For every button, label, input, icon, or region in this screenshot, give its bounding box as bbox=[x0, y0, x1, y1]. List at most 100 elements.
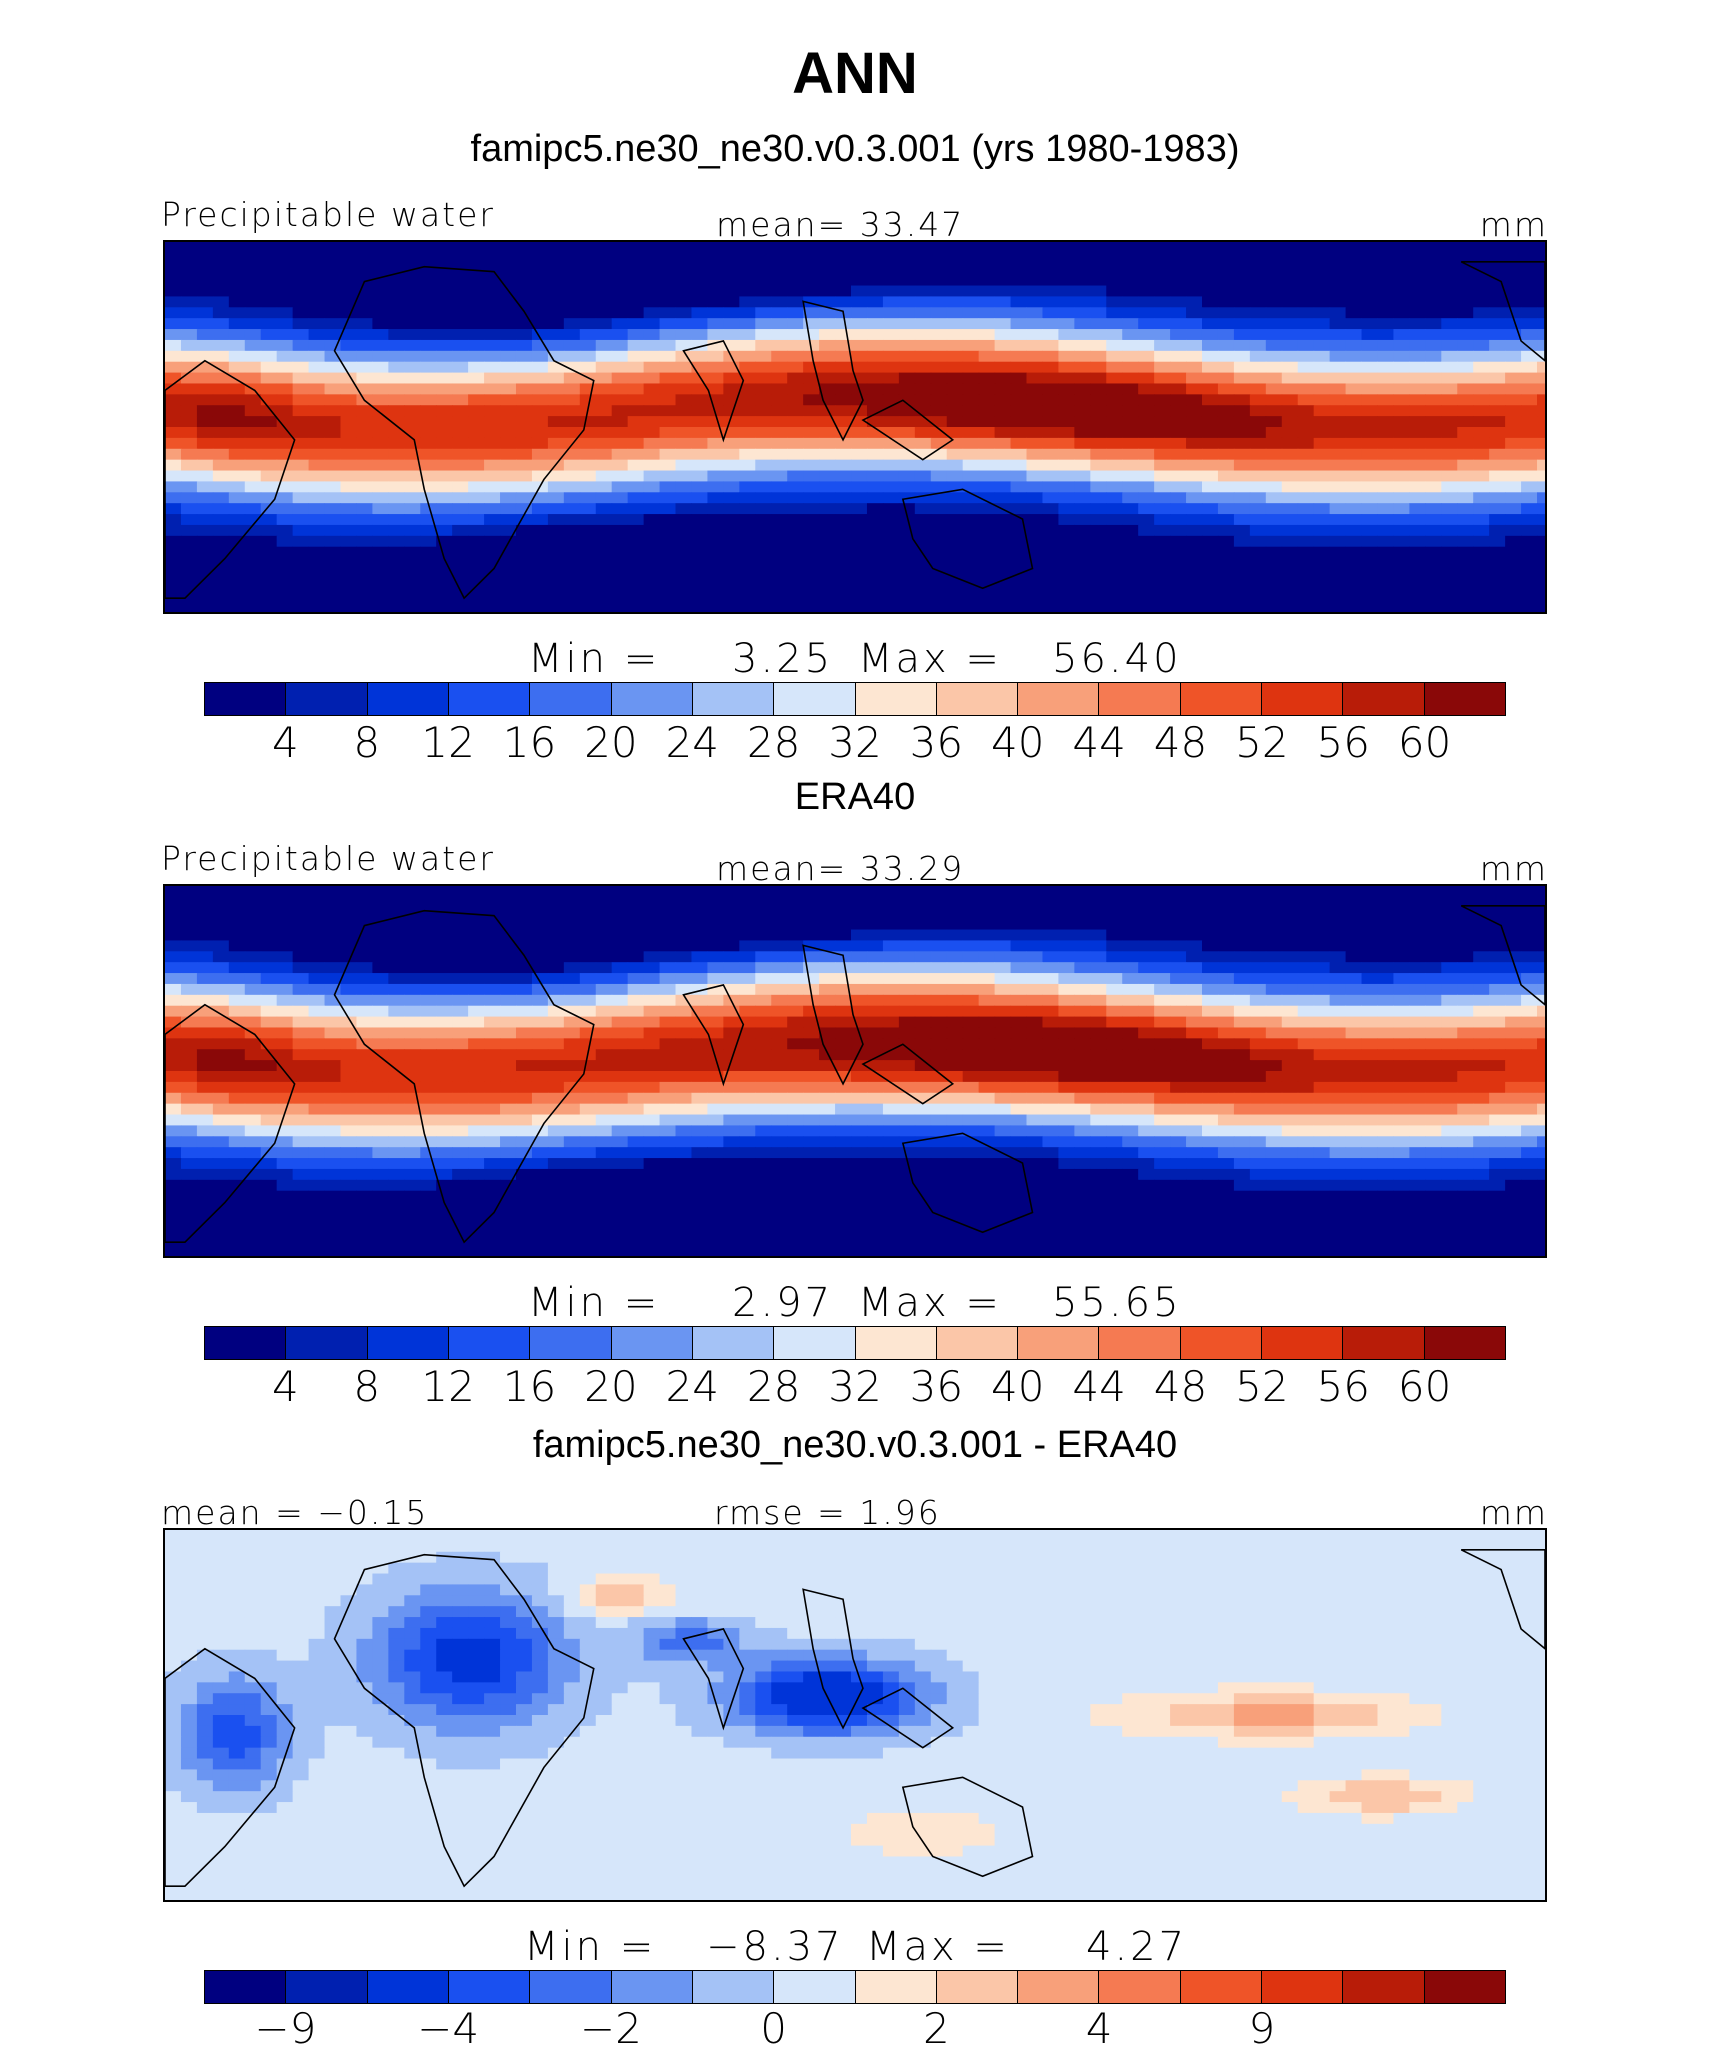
contour-cell bbox=[1521, 1125, 1537, 1136]
contour-cell bbox=[1234, 1038, 1250, 1049]
contour-cell bbox=[1218, 351, 1234, 362]
contour-cell bbox=[931, 973, 947, 984]
contour-cell bbox=[309, 1027, 325, 1038]
contour-cell bbox=[1314, 962, 1330, 973]
contour-cell bbox=[963, 514, 979, 525]
contour-cell bbox=[899, 449, 915, 460]
contour-cell bbox=[532, 449, 548, 460]
contour-cell bbox=[739, 394, 755, 405]
contour-cell bbox=[644, 930, 660, 941]
contour-cell bbox=[516, 973, 532, 984]
contour-cell bbox=[1377, 449, 1393, 460]
contour-cell bbox=[309, 536, 325, 547]
contour-cell bbox=[484, 1104, 500, 1115]
contour-cell bbox=[1106, 1038, 1122, 1049]
contour-cell bbox=[723, 897, 739, 908]
contour-cell bbox=[372, 951, 388, 962]
contour-cell bbox=[851, 525, 867, 536]
contour-cell bbox=[1393, 471, 1409, 482]
contour-cell bbox=[197, 1082, 213, 1093]
contour-cell bbox=[1409, 405, 1425, 416]
contour-cell bbox=[1282, 460, 1298, 471]
contour-cell bbox=[325, 471, 341, 482]
contour-cell bbox=[1058, 492, 1074, 503]
contour-cell bbox=[1106, 340, 1122, 351]
contour-cell bbox=[197, 897, 213, 908]
contour-cell bbox=[1473, 930, 1489, 941]
contour-cell bbox=[1011, 460, 1027, 471]
contour-cell bbox=[245, 547, 261, 558]
contour-cell bbox=[867, 503, 883, 514]
contour-cell bbox=[931, 340, 947, 351]
contour-cell bbox=[420, 579, 436, 590]
contour-cell bbox=[1186, 897, 1202, 908]
contour-cell bbox=[707, 536, 723, 547]
contour-cell bbox=[1346, 286, 1362, 297]
contour-cell bbox=[388, 1093, 404, 1104]
contour-cell bbox=[867, 481, 883, 492]
contour-cell bbox=[1122, 394, 1138, 405]
contour-cell bbox=[356, 1027, 372, 1038]
contour-cell bbox=[612, 286, 628, 297]
contour-cell bbox=[181, 242, 197, 253]
contour-cell bbox=[1473, 242, 1489, 253]
contour-cell bbox=[404, 383, 420, 394]
contour-cell bbox=[1090, 394, 1106, 405]
contour-cell bbox=[899, 242, 915, 253]
contour-cell bbox=[628, 296, 644, 307]
contour-cell bbox=[1122, 449, 1138, 460]
contour-cell bbox=[899, 1104, 915, 1115]
contour-cell bbox=[723, 449, 739, 460]
contour-cell bbox=[1027, 995, 1043, 1006]
contour-cell bbox=[787, 394, 803, 405]
contour-cell bbox=[1074, 951, 1090, 962]
contour-cell bbox=[1138, 253, 1154, 264]
contour-cell bbox=[500, 471, 516, 482]
contour-cell bbox=[1282, 1115, 1298, 1126]
contour-cell bbox=[1425, 438, 1441, 449]
contour-cell bbox=[404, 919, 420, 930]
contour-cell bbox=[1425, 383, 1441, 394]
contour-cell bbox=[1377, 286, 1393, 297]
contour-cell bbox=[1425, 296, 1441, 307]
contour-cell bbox=[420, 373, 436, 384]
contour-cell bbox=[1505, 1060, 1521, 1071]
contour-cell bbox=[1362, 886, 1378, 897]
contour-cell bbox=[691, 351, 707, 362]
contour-cell bbox=[867, 351, 883, 362]
contour-cell bbox=[340, 460, 356, 471]
contour-cell bbox=[851, 962, 867, 973]
contour-cell bbox=[1090, 951, 1106, 962]
contour-cell bbox=[548, 318, 564, 329]
contour-cell bbox=[1058, 438, 1074, 449]
contour-cell bbox=[1298, 919, 1314, 930]
contour-cell bbox=[564, 886, 580, 897]
contour-cell bbox=[660, 536, 676, 547]
contour-cell bbox=[1218, 296, 1234, 307]
contour-cell bbox=[388, 329, 404, 340]
contour-cell bbox=[1298, 536, 1314, 547]
contour-cell bbox=[245, 962, 261, 973]
contour-cell bbox=[612, 481, 628, 492]
contour-cell bbox=[293, 481, 309, 492]
contour-cell bbox=[1186, 438, 1202, 449]
contour-cell bbox=[1377, 318, 1393, 329]
contour-cell bbox=[867, 286, 883, 297]
contour-cell bbox=[755, 503, 771, 514]
contour-cell bbox=[1393, 296, 1409, 307]
contour-cell bbox=[245, 296, 261, 307]
contour-cell bbox=[1154, 1104, 1170, 1115]
contour-cell bbox=[835, 383, 851, 394]
contour-cell bbox=[691, 1093, 707, 1104]
contour-cell bbox=[1202, 405, 1218, 416]
contour-cell bbox=[484, 492, 500, 503]
contour-cell bbox=[468, 1049, 484, 1060]
contour-cell bbox=[883, 930, 899, 941]
contour-cell bbox=[1298, 1049, 1314, 1060]
contour-cell bbox=[1106, 405, 1122, 416]
contour-cell bbox=[325, 886, 341, 897]
contour-cell bbox=[388, 481, 404, 492]
contour-cell bbox=[165, 908, 181, 919]
contour-cell bbox=[1282, 362, 1298, 373]
contour-cell bbox=[1409, 1071, 1425, 1082]
